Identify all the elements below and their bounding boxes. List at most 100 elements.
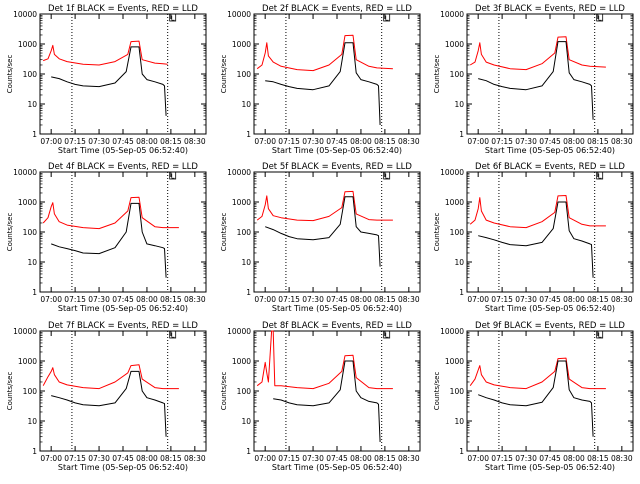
- x-tick-label: 08:30: [184, 295, 206, 304]
- y-tick-label: 10000: [440, 327, 464, 336]
- y-tick-label: 10000: [227, 10, 251, 19]
- x-tick-label: 07:00: [40, 454, 62, 463]
- series-lld-line: [469, 36, 606, 71]
- y-tick-label: 1000: [18, 198, 37, 207]
- x-tick-label: 07:30: [88, 454, 110, 463]
- plot-frame: [39, 171, 207, 293]
- series-events-line: [478, 360, 594, 437]
- plot-title: Det 5f BLACK = Events, RED = LLD: [262, 162, 412, 172]
- x-tick-label: 08:00: [350, 454, 372, 463]
- plot-title: Det 2f BLACK = Events, RED = LLD: [262, 4, 412, 14]
- y-tick-label: 1: [459, 288, 464, 297]
- plot-title: Det 6f BLACK = Events, RED = LLD: [475, 162, 625, 172]
- x-tick-label: 07:45: [326, 295, 348, 304]
- top-marker-box: [596, 171, 604, 180]
- x-tick-label: 07:15: [278, 137, 300, 146]
- y-tick-label: 1000: [445, 40, 464, 49]
- x-tick-label: 07:15: [491, 454, 513, 463]
- x-axis-label: Start Time (05-Sep-05 06:52:40): [58, 146, 188, 155]
- x-axis-label: Start Time (05-Sep-05 06:52:40): [485, 304, 615, 313]
- series-events-line: [51, 202, 167, 278]
- x-tick-label: 07:30: [302, 454, 324, 463]
- top-marker: L: [385, 173, 389, 181]
- top-marker-box: [169, 13, 177, 22]
- plot-frame: [466, 13, 634, 135]
- y-tick-label: 1000: [445, 357, 464, 366]
- y-tick-label: 1000: [445, 198, 464, 207]
- x-tick-label: 08:30: [398, 295, 420, 304]
- y-tick-label: 100: [450, 228, 465, 237]
- y-tick-label: 10000: [227, 168, 251, 177]
- x-tick-label: 07:15: [64, 295, 86, 304]
- x-tick-label: 08:30: [398, 137, 420, 146]
- y-tick-label: 1: [32, 447, 37, 456]
- y-axis-label: Counts/sec: [220, 213, 228, 252]
- x-tick-label: 07:00: [254, 295, 276, 304]
- top-marker-box: [383, 171, 391, 180]
- x-tick-label: 08:00: [563, 137, 585, 146]
- top-marker-box: [596, 330, 604, 339]
- top-marker: L: [171, 15, 175, 23]
- x-tick-label: 08:00: [563, 454, 585, 463]
- y-tick-label: 100: [23, 228, 38, 237]
- x-tick-label: 08:15: [374, 137, 396, 146]
- y-tick-label: 1000: [18, 357, 37, 366]
- y-tick-label: 100: [450, 70, 465, 79]
- y-tick-label: 10: [241, 258, 251, 267]
- x-tick-label: 08:00: [136, 454, 158, 463]
- series-lld-line: [469, 195, 606, 229]
- y-tick-label: 1: [246, 447, 251, 456]
- y-tick-label: 10: [27, 100, 37, 109]
- x-axis-label: Start Time (05-Sep-05 06:52:40): [272, 146, 402, 155]
- y-tick-label: 100: [23, 70, 38, 79]
- series-events-line: [265, 196, 381, 267]
- x-tick-label: 08:00: [350, 137, 372, 146]
- x-axis-label: Start Time (05-Sep-05 06:52:40): [272, 304, 402, 313]
- y-tick-label: 10: [27, 258, 37, 267]
- y-tick-label: 1: [246, 130, 251, 139]
- y-tick-label: 10: [454, 100, 464, 109]
- y-tick-label: 1: [459, 130, 464, 139]
- y-tick-label: 1000: [232, 198, 251, 207]
- y-tick-label: 100: [237, 70, 252, 79]
- x-tick-label: 07:45: [539, 137, 561, 146]
- series-lld-line: [42, 364, 179, 390]
- x-axis-label: Start Time (05-Sep-05 06:52:40): [58, 304, 188, 313]
- y-tick-label: 100: [237, 387, 252, 396]
- top-marker-box: [383, 330, 391, 339]
- x-tick-label: 08:15: [160, 137, 182, 146]
- x-tick-label: 07:30: [515, 295, 537, 304]
- x-tick-label: 07:00: [467, 454, 489, 463]
- y-tick-label: 1000: [232, 357, 251, 366]
- x-tick-label: 07:00: [254, 137, 276, 146]
- series-events-line: [478, 41, 594, 120]
- plot-title: Det 4f BLACK = Events, RED = LLD: [48, 162, 198, 172]
- y-tick-label: 10000: [13, 10, 37, 19]
- top-marker: L: [598, 173, 602, 181]
- y-tick-label: 100: [23, 387, 38, 396]
- x-tick-label: 08:30: [184, 454, 206, 463]
- top-marker-box: [383, 13, 391, 22]
- y-tick-label: 10000: [440, 168, 464, 177]
- y-tick-label: 10: [27, 417, 37, 426]
- plot-title: Det 7f BLACK = Events, RED = LLD: [48, 321, 198, 331]
- x-tick-label: 07:45: [112, 137, 134, 146]
- y-tick-label: 1: [246, 288, 251, 297]
- y-tick-label: 100: [450, 387, 465, 396]
- x-tick-label: 07:30: [302, 137, 324, 146]
- x-tick-label: 08:15: [587, 137, 609, 146]
- x-tick-label: 07:30: [515, 454, 537, 463]
- x-tick-label: 07:00: [254, 454, 276, 463]
- y-axis-label: Counts/sec: [6, 213, 14, 252]
- plot-title: Det 1f BLACK = Events, RED = LLD: [48, 4, 198, 14]
- y-axis-label: Counts/sec: [433, 55, 441, 94]
- x-tick-label: 07:15: [64, 137, 86, 146]
- top-marker: L: [171, 173, 175, 181]
- y-tick-label: 10000: [440, 10, 464, 19]
- top-marker: L: [598, 15, 602, 23]
